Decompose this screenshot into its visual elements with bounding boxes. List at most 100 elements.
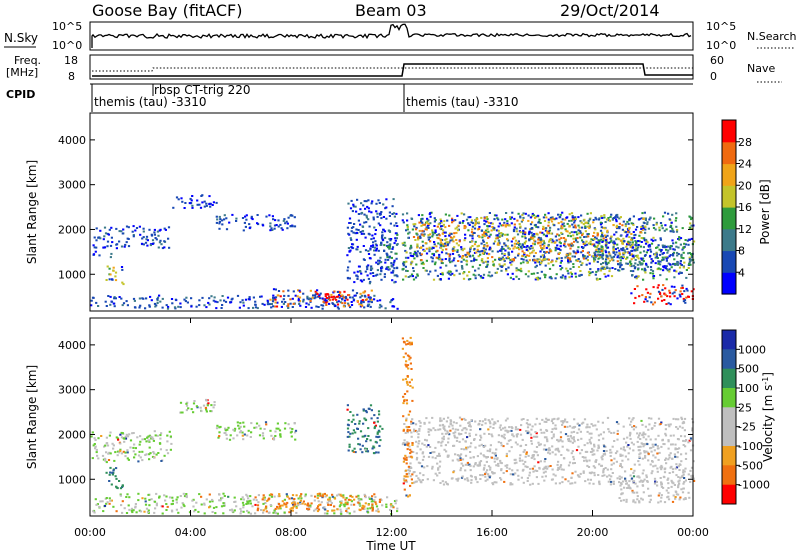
power-cell bbox=[349, 207, 353, 210]
power-cell bbox=[269, 229, 272, 232]
velocity-cell bbox=[134, 453, 137, 456]
power-cell bbox=[529, 252, 532, 255]
power-cell bbox=[270, 227, 273, 230]
power-cell bbox=[661, 227, 664, 230]
velocity-cell bbox=[654, 443, 657, 446]
power-cell bbox=[634, 247, 637, 250]
velocity-cell bbox=[446, 455, 449, 458]
power-cell bbox=[171, 302, 174, 305]
power-cell bbox=[677, 272, 681, 275]
velocity-cell bbox=[656, 484, 659, 487]
velocity-cell bbox=[359, 430, 363, 433]
power-cell bbox=[270, 306, 273, 309]
power-cell bbox=[372, 216, 375, 219]
velocity-cell bbox=[405, 456, 408, 459]
velocity-cell bbox=[114, 451, 117, 454]
power-cell bbox=[625, 235, 628, 238]
velocity-cell bbox=[640, 419, 643, 422]
velocity-cell bbox=[658, 451, 661, 454]
power-cell bbox=[667, 245, 670, 248]
power-cell bbox=[410, 273, 414, 276]
velocity-cell bbox=[407, 342, 410, 345]
velocity-cell bbox=[220, 505, 224, 508]
velocity-cell bbox=[316, 493, 319, 495]
velocity-cell bbox=[109, 499, 112, 502]
power-cell bbox=[682, 246, 685, 249]
velocity-cell bbox=[215, 427, 219, 430]
power-cell bbox=[263, 303, 266, 306]
power-cell bbox=[551, 238, 554, 241]
station-title: Goose Bay (fitACF) bbox=[92, 1, 242, 20]
velocity-cell bbox=[438, 424, 442, 427]
power-cell bbox=[179, 306, 182, 309]
velocity-cell bbox=[576, 422, 579, 425]
velocity-cell bbox=[478, 444, 481, 447]
power-cell bbox=[487, 230, 490, 233]
power-cell bbox=[640, 257, 643, 260]
velocity-cell bbox=[406, 428, 409, 431]
velocity-cell bbox=[407, 465, 410, 468]
velocity-cell bbox=[353, 447, 356, 450]
power-cell bbox=[489, 246, 492, 249]
power-cell bbox=[664, 267, 667, 270]
velocity-cell bbox=[263, 428, 266, 430]
velocity-cell bbox=[469, 469, 472, 472]
power-cell bbox=[583, 242, 586, 245]
power-cell bbox=[529, 236, 533, 239]
velocity-cell bbox=[671, 500, 675, 503]
velocity-cell bbox=[482, 446, 486, 448]
power-cell bbox=[521, 219, 524, 222]
power-cell bbox=[514, 239, 518, 242]
power-cell bbox=[554, 235, 557, 238]
power-cell bbox=[432, 253, 435, 256]
power-cell bbox=[676, 297, 679, 300]
power-cell bbox=[412, 270, 415, 272]
power-cell bbox=[644, 298, 647, 301]
power-cell bbox=[426, 217, 429, 220]
power-cell bbox=[619, 266, 622, 269]
power-cell bbox=[435, 256, 438, 259]
velocity-cell bbox=[656, 467, 659, 470]
velocity-cell bbox=[441, 432, 444, 435]
velocity-cell bbox=[675, 474, 678, 477]
power-cell bbox=[490, 274, 494, 277]
power-cell bbox=[338, 292, 342, 295]
power-cell bbox=[111, 278, 114, 281]
power-cell bbox=[252, 296, 255, 299]
power-cell bbox=[439, 239, 442, 242]
velocity-cell bbox=[545, 436, 548, 439]
velocity-cell bbox=[479, 452, 482, 455]
velocity-cell bbox=[120, 431, 123, 434]
velocity-cell bbox=[139, 435, 142, 438]
power-cell bbox=[599, 250, 602, 253]
power-cell bbox=[619, 239, 622, 242]
power-cell bbox=[349, 249, 352, 252]
velocity-cell bbox=[410, 420, 413, 423]
power-cell bbox=[573, 255, 576, 258]
power-cell bbox=[462, 220, 465, 222]
power-cell bbox=[594, 245, 597, 248]
velocity-cell bbox=[375, 505, 379, 508]
velocity-cell bbox=[668, 456, 671, 459]
power-cell bbox=[550, 232, 553, 235]
power-cell bbox=[231, 297, 234, 300]
velocity-cell bbox=[464, 427, 467, 429]
power-cell bbox=[357, 219, 360, 222]
velocity-cell bbox=[141, 450, 144, 453]
velocity-cell bbox=[660, 481, 663, 484]
power-cell bbox=[146, 239, 149, 242]
velocity-cell bbox=[508, 467, 511, 470]
velocity-cell bbox=[148, 440, 151, 443]
power-cell bbox=[109, 303, 112, 306]
power-cell bbox=[531, 246, 534, 249]
power-cell bbox=[579, 270, 582, 272]
velocity-cell bbox=[682, 420, 685, 423]
power-cell bbox=[298, 289, 301, 292]
velocity-cell bbox=[119, 433, 122, 436]
velocity-cell bbox=[297, 497, 300, 500]
power-cell bbox=[418, 252, 421, 255]
velocity-cell bbox=[609, 448, 612, 451]
velocity-cell bbox=[235, 505, 238, 508]
power-cell bbox=[628, 243, 631, 246]
power-cell bbox=[581, 262, 584, 265]
